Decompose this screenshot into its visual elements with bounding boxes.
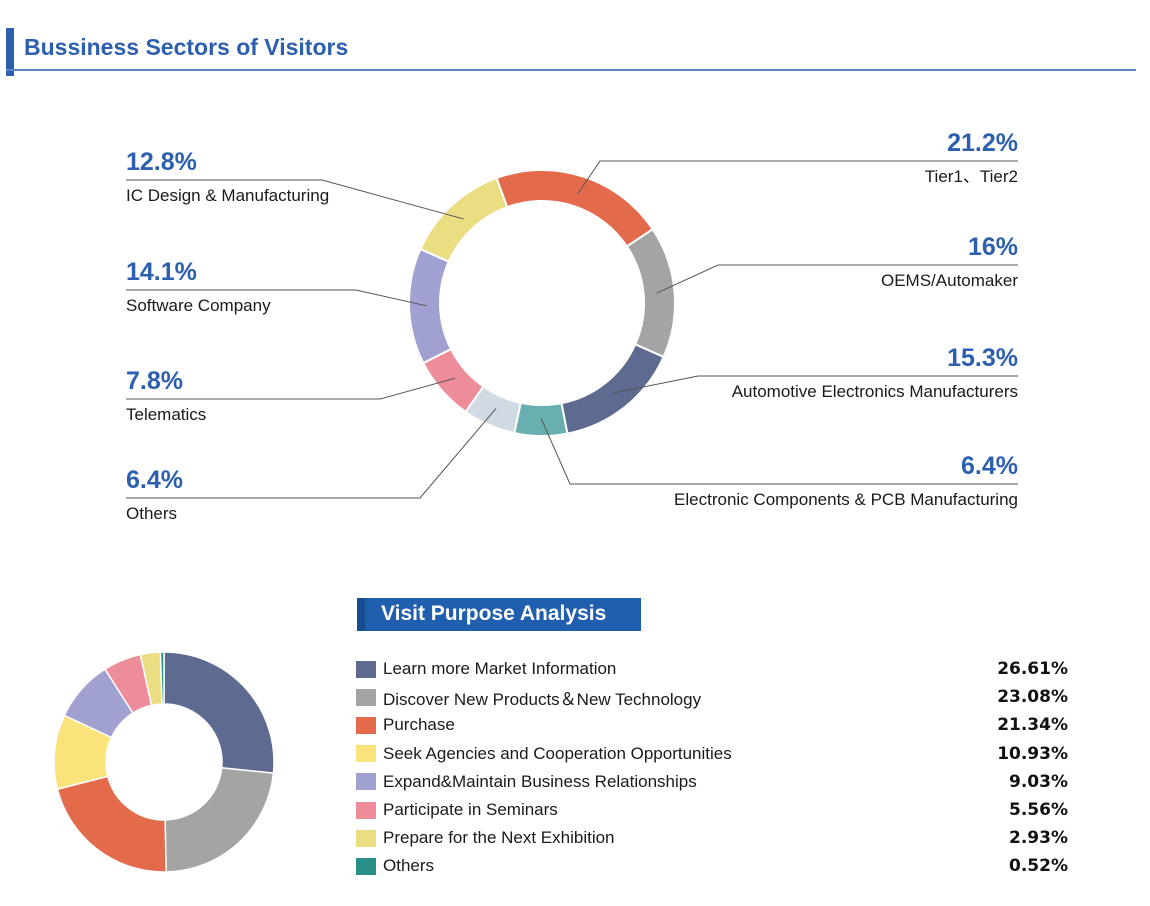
purpose-slice-purchase	[56, 775, 167, 873]
sector-leader-telematics	[126, 377, 456, 400]
purpose-slice-discover-new-products-new-technology	[164, 767, 275, 873]
purpose-title: Visit Purpose Analysis	[381, 602, 607, 625]
sector-percent-oems-automaker: 16%	[968, 233, 1018, 261]
purpose-slice-others	[159, 651, 165, 705]
sector-percent-tier1-tier2: 21.2%	[947, 129, 1018, 157]
legend-label: Others	[383, 856, 435, 876]
legend-label: Prepare for the Next Exhibition	[383, 828, 615, 848]
sector-leader-oems-automaker	[656, 264, 1018, 294]
legend-swatch	[356, 745, 376, 763]
legend-label: Purchase	[383, 715, 455, 735]
legend-label: Discover New Products＆New Technology	[383, 689, 702, 709]
legend-swatch	[356, 801, 376, 819]
legend-swatch	[356, 660, 376, 678]
purpose-slice-expand-maintain-business-relationships	[63, 668, 134, 739]
sector-label-tier1-tier2: Tier1、Tier2	[925, 167, 1018, 186]
legend-item: Expand&Maintain Business Relationships 9.…	[356, 768, 1068, 796]
header-accent-bar	[6, 28, 14, 76]
sector-percent-ic-design-manufacturing: 12.8%	[126, 148, 197, 176]
sector-label-automotive-electronics-manufacturers: Automotive Electronics Manufacturers	[732, 382, 1018, 401]
sector-leader-others	[126, 408, 497, 499]
legend-value: 10.93%	[997, 743, 1068, 764]
legend-value: 5.56%	[1009, 800, 1068, 821]
legend-label: Participate in Seminars	[383, 800, 558, 820]
legend-label: Expand&Maintain Business Relationships	[383, 771, 697, 791]
legend-item: Participate in Seminars 5.56%	[356, 796, 1068, 824]
legend-item: Learn more Market Information 26.61%	[356, 655, 1068, 683]
sector-percent-telematics: 7.8%	[126, 367, 183, 395]
sector-slice-tier1-tier2	[495, 169, 655, 248]
purpose-title-box: Visit Purpose Analysis	[357, 598, 641, 631]
sector-slice-automotive-electronics-manufacturers	[560, 343, 665, 435]
purpose-title-accent	[357, 598, 365, 631]
purpose-legend: Learn more Market Information 26.61% Disco…	[356, 655, 1068, 881]
sector-slice-oems-automaker	[625, 227, 676, 359]
sector-percent-software-company: 14.1%	[126, 258, 197, 286]
legend-value: 23.08%	[997, 687, 1068, 708]
purpose-slice-learn-more-market-information	[163, 651, 275, 774]
legend-item: Seek Agencies and Cooperation Opportunit…	[356, 740, 1068, 768]
legend-value: 2.93%	[1009, 828, 1068, 849]
header-divider	[6, 69, 1136, 71]
legend-swatch	[356, 829, 376, 847]
sector-percent-automotive-electronics-manufacturers: 15.3%	[947, 344, 1018, 372]
sector-label-software-company: Software Company	[126, 296, 271, 315]
legend-item: Discover New Products＆New Technology 23.0…	[356, 683, 1068, 711]
legend-swatch	[356, 773, 376, 791]
sector-leader-automotive-electronics-manufacturers	[613, 375, 1018, 394]
sector-leader-software-company	[126, 289, 428, 307]
sector-label-telematics: Telematics	[126, 405, 206, 424]
purpose-slice-participate-in-seminars	[103, 653, 153, 715]
sector-label-oems-automaker: OEMS/Automaker	[881, 271, 1018, 290]
legend-item: Prepare for the Next Exhibition 2.93%	[356, 824, 1068, 852]
sector-slice-electronic-components-pcb-manufacturing	[513, 401, 569, 437]
purpose-slice-prepare-for-the-next-exhibition	[139, 651, 163, 707]
sector-slice-software-company	[408, 247, 453, 365]
legend-value: 21.34%	[997, 715, 1068, 736]
sector-leader-tier1-tier2	[577, 160, 1018, 195]
page-title: Bussiness Sectors of Visitors	[24, 34, 349, 60]
legend-value: 9.03%	[1009, 771, 1068, 792]
sector-percent-electronic-components-pcb-manufacturing: 6.4%	[961, 452, 1018, 480]
legend-swatch	[356, 688, 376, 706]
sector-label-ic-design-manufacturing: IC Design & Manufacturing	[126, 186, 329, 205]
sector-leader-electronic-components-pcb-manufacturing	[540, 417, 1018, 485]
legend-label: Seek Agencies and Cooperation Opportunit…	[383, 743, 732, 763]
sectors-donut-chart: 21.2% Tier1、Tier2 16% OEMS/Automaker 15.3% Au…	[126, 129, 1018, 523]
sector-label-electronic-components-pcb-manufacturing: Electronic Components & PCB Manufacturin…	[674, 490, 1018, 509]
legend-label: Learn more Market Information	[383, 659, 617, 679]
legend-swatch	[356, 716, 376, 734]
sector-leader-ic-design-manufacturing	[126, 179, 464, 220]
sector-percent-others: 6.4%	[126, 466, 183, 494]
legend-item: Others 0.52%	[356, 852, 1068, 880]
purpose-slice-seek-agencies-and-cooperation-opportunities	[53, 714, 113, 791]
legend-swatch	[356, 857, 376, 875]
legend-item: Purchase 21.34%	[356, 711, 1068, 739]
sector-label-others: Others	[126, 504, 177, 523]
sector-slice-ic-design-manufacturing	[419, 176, 509, 263]
legend-value: 26.61%	[997, 659, 1068, 680]
legend-value: 0.52%	[1009, 856, 1068, 877]
